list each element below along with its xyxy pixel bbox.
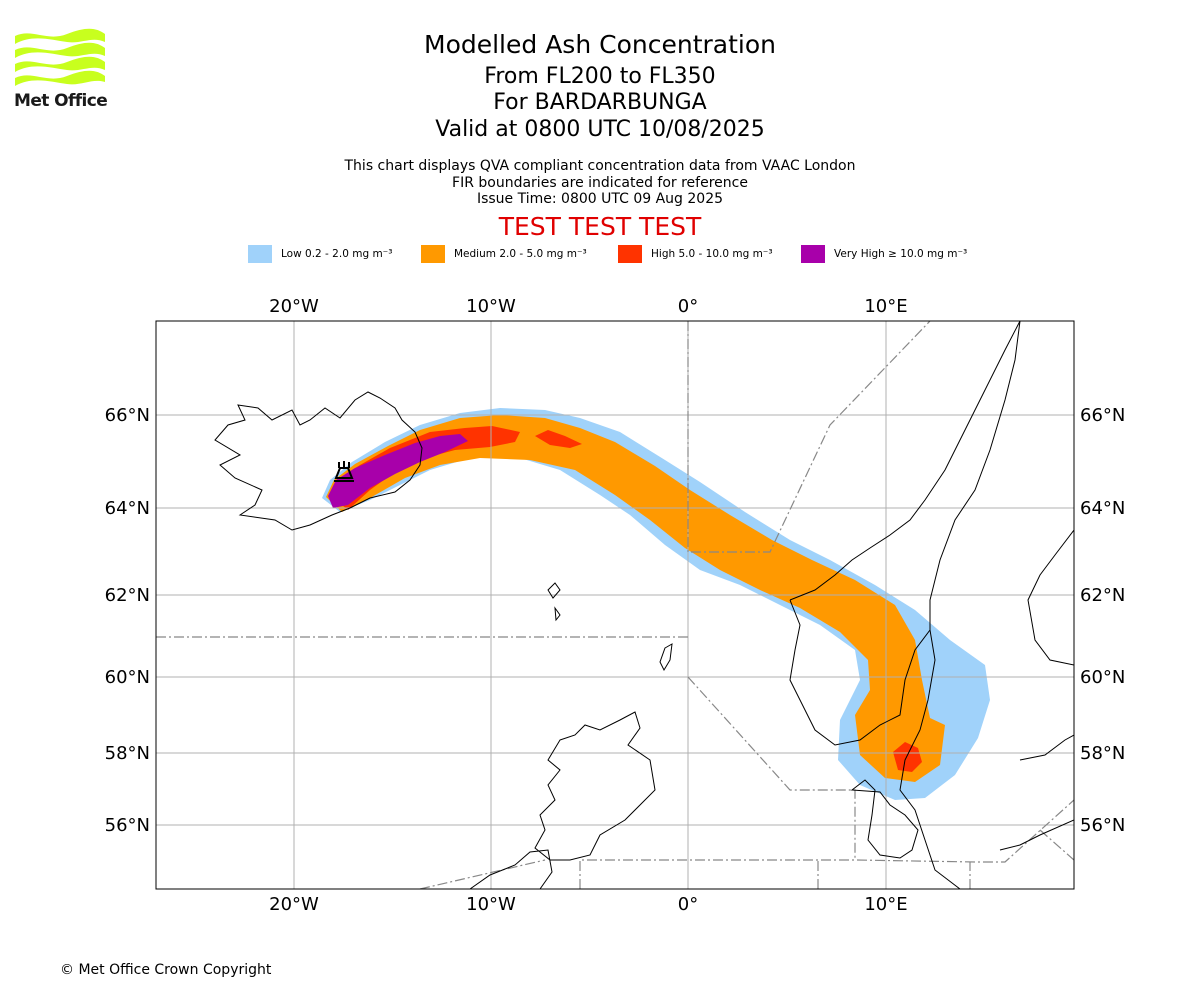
lat-labels-left: 66°N 64°N 62°N 60°N 58°N 56°N xyxy=(105,405,150,836)
lat-labels-right: 66°N 64°N 62°N 60°N 58°N 56°N xyxy=(1080,405,1125,836)
legend-item-high: High 5.0 - 10.0 mg m⁻³ xyxy=(618,243,773,265)
met-office-wave-icon xyxy=(15,28,105,86)
legend-swatch-medium xyxy=(421,245,445,263)
graticule xyxy=(156,321,1074,889)
valid-time: Valid at 0800 UTC 10/08/2025 xyxy=(435,117,765,142)
lat-label: 64°N xyxy=(1080,498,1125,519)
lon-labels-bottom: 20°W 10°W 0° 10°E xyxy=(269,894,907,915)
map-frame xyxy=(155,320,1075,890)
flight-levels: From FL200 to FL350 xyxy=(484,64,716,89)
legend-label-high: High 5.0 - 10.0 mg m⁻³ xyxy=(651,248,773,260)
lon-label: 0° xyxy=(678,296,698,317)
legend-label-low: Low 0.2 - 2.0 mg m⁻³ xyxy=(281,248,393,260)
legend-item-medium: Medium 2.0 - 5.0 mg m⁻³ xyxy=(421,243,587,265)
ash-very-high-region xyxy=(328,434,468,508)
lat-label: 60°N xyxy=(105,667,150,688)
lon-label: 10°E xyxy=(864,894,907,915)
ash-high-region-mid xyxy=(535,430,582,448)
lat-label: 64°N xyxy=(105,498,150,519)
lat-label: 62°N xyxy=(1080,585,1125,606)
finland-coast xyxy=(1027,529,1074,666)
copyright-footer: © Met Office Crown Copyright xyxy=(60,962,272,978)
fir-boundaries xyxy=(156,321,1074,889)
chart-title: Modelled Ash Concentration xyxy=(424,30,776,59)
note-qva: This chart displays QVA compliant concen… xyxy=(344,158,856,174)
lon-label: 10°W xyxy=(466,296,516,317)
lon-label: 20°W xyxy=(269,894,319,915)
lon-label: 10°W xyxy=(466,894,516,915)
faroe-islands xyxy=(547,582,561,622)
iceland-coast xyxy=(214,391,423,531)
denmark-coast xyxy=(850,779,919,859)
ireland-coast xyxy=(469,849,553,889)
lat-label: 56°N xyxy=(105,815,150,836)
lat-label: 66°N xyxy=(105,405,150,426)
volcano-marker-icon xyxy=(334,461,354,482)
lon-label: 10°E xyxy=(864,296,907,317)
coastlines xyxy=(214,321,1074,889)
lat-label: 66°N xyxy=(1080,405,1125,426)
lat-label: 58°N xyxy=(1080,743,1125,764)
lat-label: 56°N xyxy=(1080,815,1125,836)
legend-swatch-very-high xyxy=(801,245,825,263)
legend: Low 0.2 - 2.0 mg m⁻³ Medium 2.0 - 5.0 mg… xyxy=(0,243,1200,265)
norway-coast xyxy=(789,321,1021,746)
ash-high-region-south xyxy=(893,742,922,772)
legend-item-low: Low 0.2 - 2.0 mg m⁻³ xyxy=(248,243,392,265)
legend-swatch-low xyxy=(248,245,272,263)
lon-label: 20°W xyxy=(269,296,319,317)
sweden-coast xyxy=(899,321,1021,889)
logo-text: Met Office xyxy=(14,91,108,111)
test-banner: TEST TEST TEST xyxy=(498,212,702,241)
legend-label-medium: Medium 2.0 - 5.0 mg m⁻³ xyxy=(454,248,587,260)
ash-high-region-west xyxy=(330,426,520,510)
legend-swatch-high xyxy=(618,245,642,263)
legend-item-very-high: Very High ≥ 10.0 mg m⁻³ xyxy=(801,243,967,265)
lat-label: 62°N xyxy=(105,585,150,606)
volcano-name: For BARDARBUNGA xyxy=(493,90,707,115)
lat-label: 60°N xyxy=(1080,667,1125,688)
scotland-coast xyxy=(534,711,656,861)
lon-label: 0° xyxy=(678,894,698,915)
lat-label: 58°N xyxy=(105,743,150,764)
shetland-islands xyxy=(659,643,673,672)
note-fir: FIR boundaries are indicated for referen… xyxy=(452,175,748,191)
lon-labels-top: 20°W 10°W 0° 10°E xyxy=(269,296,907,317)
legend-label-very-high: Very High ≥ 10.0 mg m⁻³ xyxy=(834,248,968,260)
met-office-logo xyxy=(12,28,112,114)
baltic-coast xyxy=(999,734,1074,851)
issue-time: Issue Time: 0800 UTC 09 Aug 2025 xyxy=(476,191,724,207)
